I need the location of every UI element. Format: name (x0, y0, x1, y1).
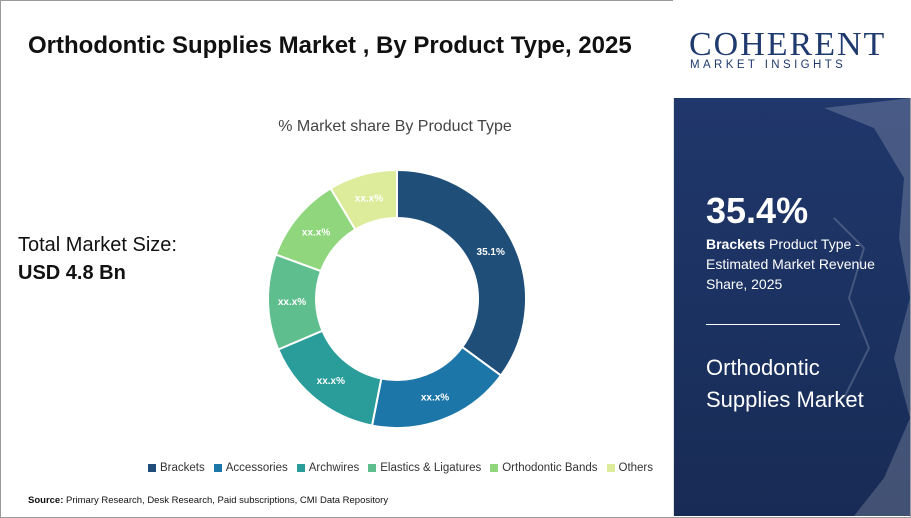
highlight-stat-description: Brackets Product Type - Estimated Market… (706, 234, 896, 294)
legend-swatch (296, 464, 305, 472)
legend-swatch (213, 464, 222, 472)
legend-item-orthodontic-bands: Orthodontic Bands (490, 462, 598, 474)
legend-swatch (368, 464, 377, 472)
legend-swatch (606, 464, 615, 472)
highlight-segment-name: Brackets (706, 236, 766, 252)
legend-item-others: Others (606, 462, 654, 474)
chart-legend: Brackets Accessories Archwires Elastics … (148, 462, 668, 474)
source-text: Primary Research, Desk Research, Paid su… (66, 495, 389, 506)
market-name: Orthodontic Supplies Market (706, 355, 864, 412)
legend-label: Accessories (225, 462, 288, 474)
legend-swatch (148, 464, 156, 472)
highlight-panel: 35.4% Brackets Product Type - Estimated … (673, 98, 910, 516)
panel-divider (706, 324, 840, 325)
logo-wordmark: COHERENT (689, 26, 887, 63)
legend-label: Others (618, 462, 654, 474)
company-logo: COHERENT MARKET INSIGHTS (673, 0, 911, 98)
legend-label: Orthodontic Bands (502, 462, 598, 474)
donut-slice-others (329, 168, 398, 231)
chart-title: Orthodontic Supplies Market , By Product… (28, 32, 632, 59)
highlight-stat-value: 35.4% (706, 190, 809, 231)
data-label: xx.x% (278, 297, 306, 308)
donut-slice-brackets (396, 168, 527, 377)
source-label: Source: (28, 495, 64, 506)
logo-tagline: MARKET INSIGHTS (690, 59, 847, 71)
data-label: xx.x% (317, 376, 345, 387)
data-label: xx.x% (355, 193, 383, 204)
legend-label: Archwires (308, 462, 360, 474)
legend-label: Brackets (160, 462, 205, 474)
data-label: 35.1% (477, 247, 505, 258)
legend-swatch (490, 464, 499, 472)
legend-label: Elastics & Ligatures (380, 462, 482, 474)
legend-item-elastics-ligatures: Elastics & Ligatures (368, 462, 481, 474)
legend-item-brackets: Brackets (148, 462, 205, 474)
highlight-stat-text: Product Type - Estimated Market Revenue … (706, 236, 875, 292)
donut-chart: 35.1% xx.x% xx.x% xx.x% xx.x% xx.x% (267, 168, 527, 429)
world-map-background (824, 98, 910, 516)
data-label: xx.x% (302, 228, 330, 239)
legend-item-archwires: Archwires (296, 462, 360, 474)
total-market-value: USD 4.8 Bn (18, 262, 126, 284)
data-label: xx.x% (421, 392, 449, 403)
total-market-label: Total Market Size: (18, 234, 177, 256)
chart-subtitle: % Market share By Product Type (278, 118, 512, 135)
source-note: Source: Primary Research, Desk Research,… (28, 495, 388, 506)
legend-item-accessories: Accessories (213, 462, 288, 474)
